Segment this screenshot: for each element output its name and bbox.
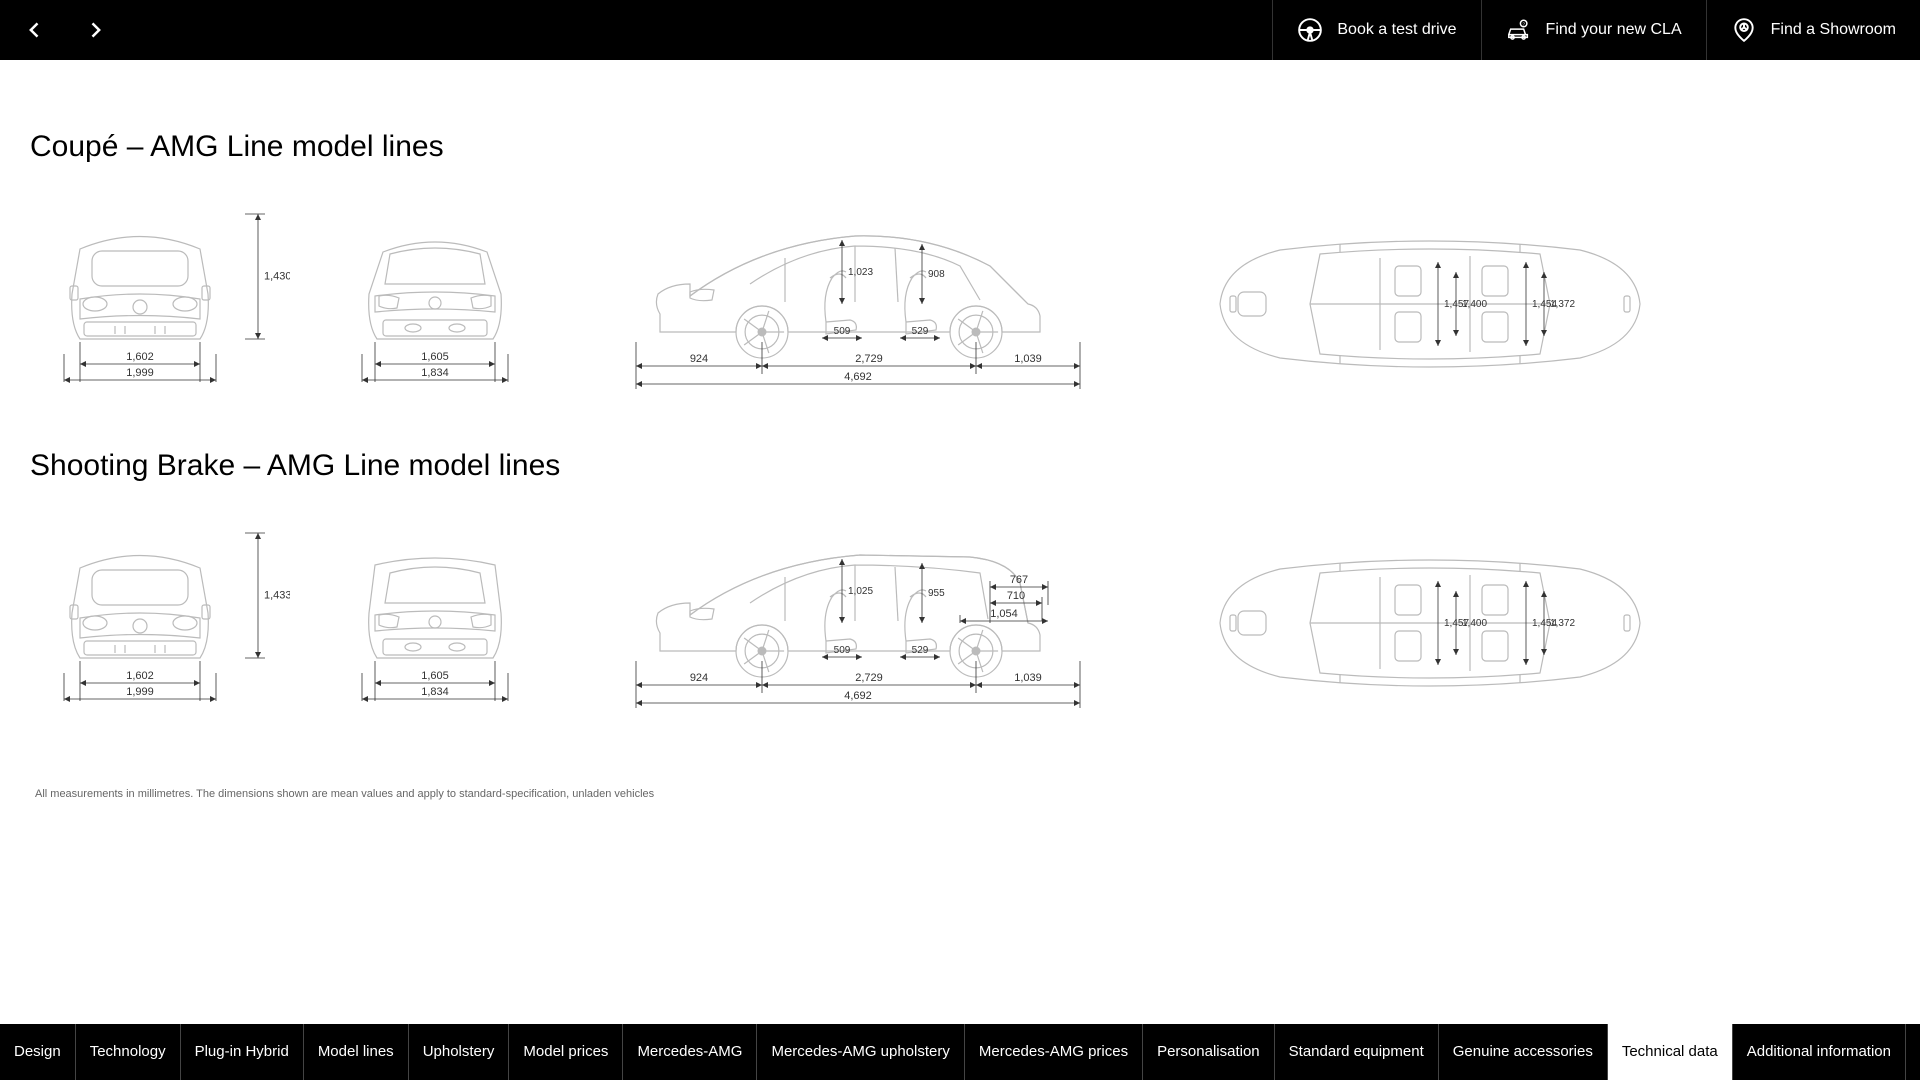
- cta-steering[interactable]: Book a test drive: [1272, 0, 1480, 60]
- svg-text:1,602: 1,602: [126, 351, 154, 363]
- tab-mercedes-amg-prices[interactable]: Mercedes-AMG prices: [965, 1024, 1143, 1080]
- svg-text:509: 509: [834, 645, 851, 656]
- cta-label: Find your new CLA: [1546, 21, 1682, 39]
- svg-text:710: 710: [1007, 590, 1025, 602]
- svg-text:529: 529: [912, 326, 929, 337]
- cta-label: Book a test drive: [1337, 21, 1456, 39]
- svg-text:1,023: 1,023: [848, 267, 873, 278]
- content-area: Coupé – AMG Line model lines 1,430 1,602…: [0, 60, 1920, 800]
- svg-text:1,039: 1,039: [1014, 353, 1042, 365]
- tab-personalisation[interactable]: Personalisation: [1143, 1024, 1275, 1080]
- tab-mercedes-amg-upholstery[interactable]: Mercedes-AMG upholstery: [757, 1024, 964, 1080]
- svg-text:1,999: 1,999: [126, 686, 154, 698]
- top-view: 1,457 1,454 1,400 1,372: [1150, 523, 1710, 728]
- tab-technical-data[interactable]: Technical data: [1608, 1024, 1733, 1080]
- svg-text:1,605: 1,605: [421, 670, 449, 682]
- tab-standard-equipment[interactable]: Standard equipment: [1275, 1024, 1439, 1080]
- svg-text:1,999: 1,999: [126, 367, 154, 379]
- svg-text:1,372: 1,372: [1550, 618, 1575, 629]
- svg-text:1,039: 1,039: [1014, 672, 1042, 684]
- svg-text:529: 529: [912, 645, 929, 656]
- front-view: 1,433 1,602 1,999: [30, 513, 290, 728]
- svg-text:908: 908: [928, 269, 945, 280]
- svg-text:1,605: 1,605: [421, 351, 449, 363]
- tab-upholstery[interactable]: Upholstery: [409, 1024, 510, 1080]
- svg-text:1,834: 1,834: [421, 367, 449, 379]
- prev-arrow-icon[interactable]: [25, 20, 45, 40]
- cta-pin[interactable]: Find a Showroom: [1706, 0, 1920, 60]
- svg-text:955: 955: [928, 588, 945, 599]
- side-view: 1,023 908 509 529 924 2,729: [580, 184, 1120, 409]
- tab-model-prices[interactable]: Model prices: [509, 1024, 623, 1080]
- diagram-row: 1,430 1,602 1,999 1,605: [30, 184, 1890, 409]
- svg-text:1,430: 1,430: [264, 271, 290, 283]
- tab-design[interactable]: Design: [0, 1024, 76, 1080]
- svg-text:1,834: 1,834: [421, 686, 449, 698]
- cta-car-search[interactable]: ? Find your new CLA: [1481, 0, 1706, 60]
- svg-text:2,729: 2,729: [855, 672, 883, 684]
- rear-view: 1,605 1,834: [320, 513, 550, 728]
- svg-text:4,692: 4,692: [844, 690, 872, 702]
- svg-text:1,400: 1,400: [1462, 618, 1487, 629]
- svg-text:509: 509: [834, 326, 851, 337]
- front-view: 1,430 1,602 1,999: [30, 194, 290, 409]
- diagram-row: 1,433 1,602 1,999 1,605: [30, 503, 1890, 728]
- svg-text:1,025: 1,025: [848, 586, 873, 597]
- svg-text:1,054: 1,054: [990, 608, 1018, 620]
- tab-model-lines[interactable]: Model lines: [304, 1024, 409, 1080]
- top-view: 1,457 1,454 1,400 1,372: [1150, 204, 1710, 409]
- tab-technology[interactable]: Technology: [76, 1024, 181, 1080]
- rear-view: 1,605 1,834: [320, 194, 550, 409]
- svg-text:?: ?: [1522, 21, 1525, 26]
- section-title: Coupé – AMG Line model lines: [30, 130, 1890, 164]
- cta-label: Find a Showroom: [1771, 21, 1896, 39]
- tab-strip: DesignTechnologyPlug-in HybridModel line…: [0, 1024, 1920, 1080]
- svg-text:767: 767: [1010, 574, 1028, 586]
- next-arrow-icon[interactable]: [85, 20, 105, 40]
- svg-text:1,602: 1,602: [126, 670, 154, 682]
- side-view: 1,025 955 509 529 767 710: [580, 503, 1120, 728]
- footnote: All measurements in millimetres. The dim…: [30, 788, 1890, 800]
- tab-plug-in-hybrid[interactable]: Plug-in Hybrid: [181, 1024, 304, 1080]
- svg-text:924: 924: [690, 672, 708, 684]
- svg-text:4,692: 4,692: [844, 371, 872, 383]
- svg-text:1,372: 1,372: [1550, 299, 1575, 310]
- top-bar: Book a test drive? Find your new CLA Find …: [0, 0, 1920, 60]
- tab-additional-information[interactable]: Additional information: [1733, 1024, 1906, 1080]
- tab-genuine-accessories[interactable]: Genuine accessories: [1439, 1024, 1608, 1080]
- svg-text:1,400: 1,400: [1462, 299, 1487, 310]
- section-title: Shooting Brake – AMG Line model lines: [30, 449, 1890, 483]
- tab-mercedes-amg[interactable]: Mercedes-AMG: [623, 1024, 757, 1080]
- svg-text:1,433: 1,433: [264, 590, 290, 602]
- svg-text:2,729: 2,729: [855, 353, 883, 365]
- svg-text:924: 924: [690, 353, 708, 365]
